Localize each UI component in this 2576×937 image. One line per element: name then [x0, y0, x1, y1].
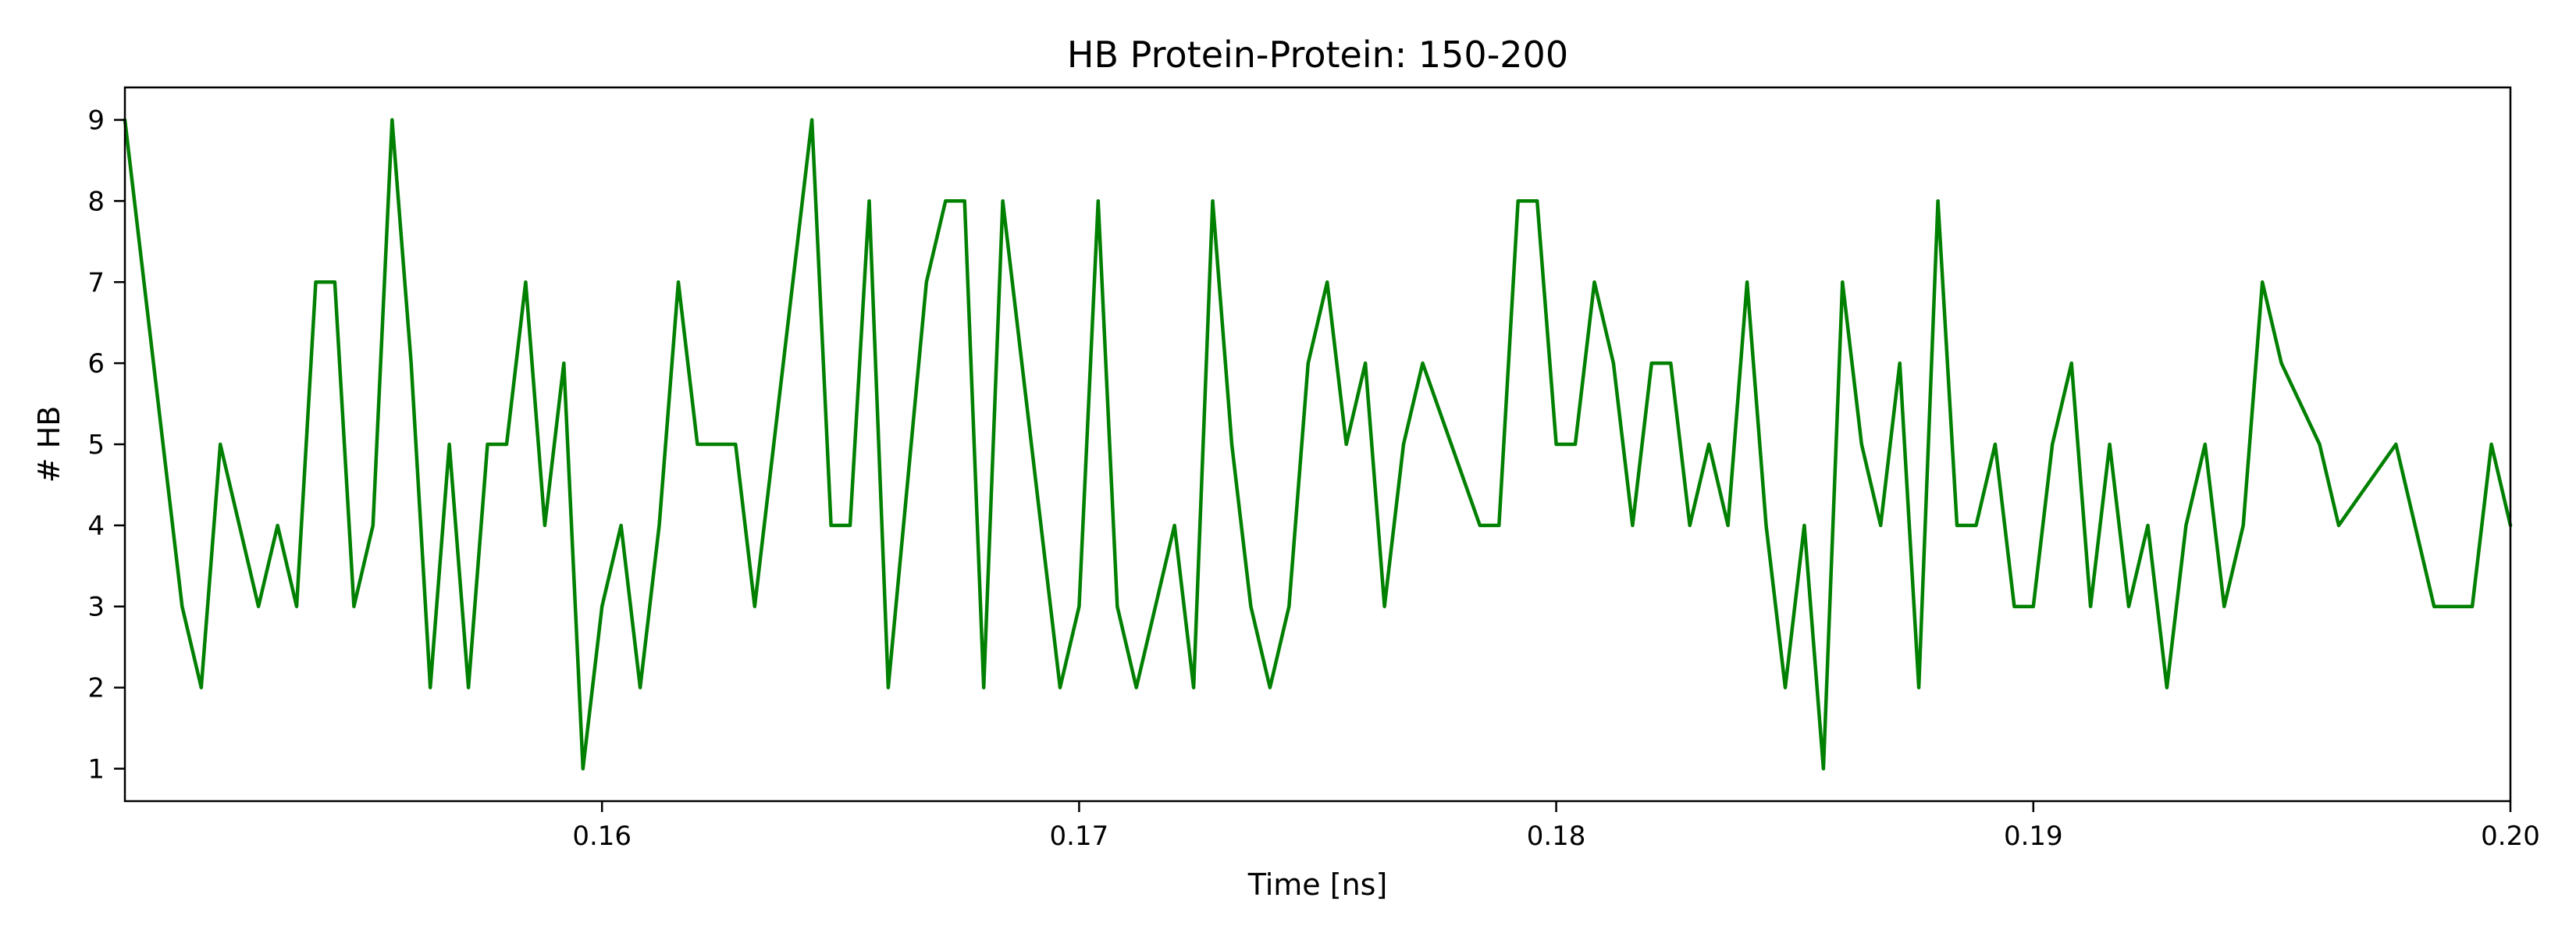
y-axis-label: # HB — [32, 406, 66, 483]
y-tick-label: 4 — [87, 511, 105, 542]
y-tick-label: 5 — [87, 429, 105, 461]
series-layer — [123, 118, 2513, 771]
x-axis-label: Time [ns] — [1247, 868, 1388, 902]
x-tick-label: 0.16 — [572, 821, 632, 852]
y-tick-label: 2 — [87, 673, 105, 704]
x-tick-label: 0.19 — [2004, 821, 2063, 852]
x-tick-label: 0.20 — [2481, 821, 2540, 852]
x-axis: 0.16 0.17 0.18 0.19 0.20 — [572, 801, 2540, 852]
y-tick-label: 3 — [87, 592, 105, 623]
chart-title: HB Protein-Protein: 150-200 — [1067, 34, 1568, 76]
y-tick-label: 7 — [87, 267, 105, 298]
x-tick-label: 0.17 — [1050, 821, 1109, 852]
x-tick-label: 0.18 — [1527, 821, 1586, 852]
y-tick-label: 1 — [87, 754, 105, 785]
y-tick-label: 9 — [87, 105, 105, 137]
y-tick-label: 8 — [87, 186, 105, 217]
series-line-0 — [123, 118, 2513, 771]
y-axis: 1 2 3 4 5 6 7 8 9 — [87, 105, 125, 785]
y-tick-label: 6 — [87, 348, 105, 379]
